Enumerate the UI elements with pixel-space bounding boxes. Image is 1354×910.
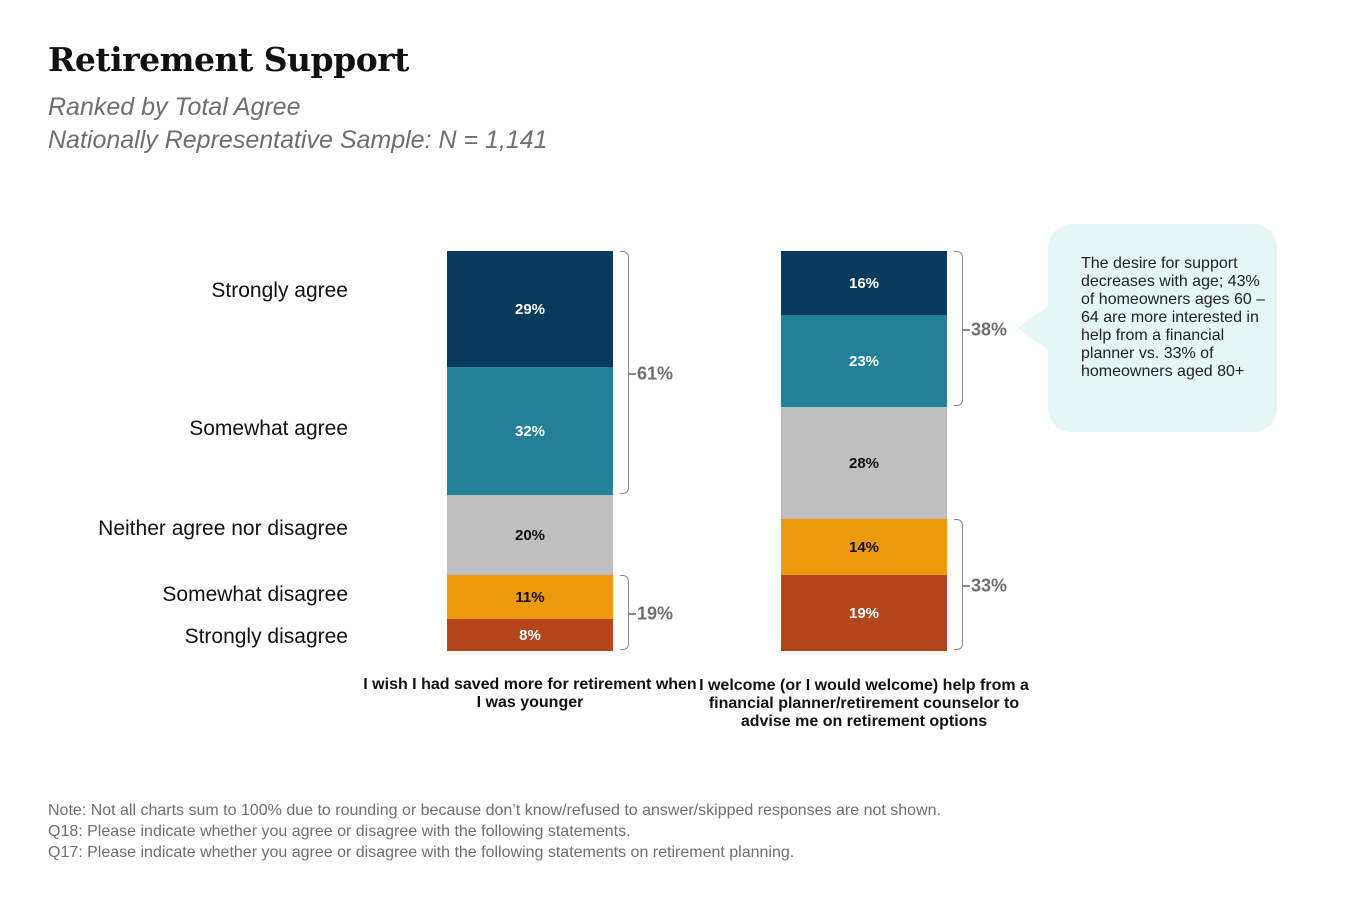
bar-segment-2-1: 16% bbox=[781, 251, 947, 315]
bar-segment-2-5: 19% bbox=[781, 575, 947, 651]
sample-size: Nationally Representative Sample: N = 1,… bbox=[48, 126, 548, 154]
x-label-2: I welcome (or I would welcome) help from… bbox=[699, 677, 1029, 730]
bar-segment-1-1: 29% bbox=[447, 251, 613, 367]
bracket-agree-2 bbox=[954, 251, 963, 406]
legend-somewhat-disagree: Somewhat disagree bbox=[162, 583, 348, 606]
note-2: Q17: Please indicate whether you agree o… bbox=[48, 844, 795, 861]
bracket-tick bbox=[629, 613, 636, 615]
total-disagree-2: 33% bbox=[971, 575, 1008, 596]
bracket-tick bbox=[629, 373, 636, 375]
note-0: Note: Not all charts sum to 100% due to … bbox=[48, 802, 941, 819]
callout-text: The desire for support decreases with ag… bbox=[1081, 255, 1266, 380]
bracket-disagree-2 bbox=[954, 519, 963, 650]
subtitle: Ranked by Total Agree bbox=[48, 93, 301, 121]
bar-segment-1-2: 32% bbox=[447, 367, 613, 495]
bracket-agree-1 bbox=[620, 251, 629, 494]
bar-segment-1-5: 8% bbox=[447, 619, 613, 651]
note-1: Q18: Please indicate whether you agree o… bbox=[48, 823, 631, 840]
x-label-1: I wish I had saved more for retirement w… bbox=[363, 676, 697, 711]
bar-segment-2-3: 28% bbox=[781, 407, 947, 519]
legend-somewhat-agree: Somewhat agree bbox=[189, 417, 348, 440]
legend-strongly-disagree: Strongly disagree bbox=[184, 625, 348, 648]
total-agree-1: 61% bbox=[637, 363, 674, 384]
bracket-tick bbox=[963, 329, 970, 331]
callout-box bbox=[1048, 224, 1277, 432]
bar-segment-2-4: 14% bbox=[781, 519, 947, 575]
bar-segment-1-4: 11% bbox=[447, 575, 613, 619]
total-disagree-1: 19% bbox=[637, 603, 674, 624]
bar-segment-1-3: 20% bbox=[447, 495, 613, 575]
callout-tail bbox=[1018, 304, 1052, 352]
total-agree-2: 38% bbox=[971, 319, 1008, 340]
bracket-disagree-1 bbox=[620, 575, 629, 650]
bracket-tick bbox=[963, 585, 970, 587]
legend-strongly-agree: Strongly agree bbox=[211, 279, 348, 302]
page-title: Retirement Support bbox=[48, 40, 409, 79]
bar-segment-2-2: 23% bbox=[781, 315, 947, 407]
legend-neither: Neither agree nor disagree bbox=[98, 517, 348, 540]
